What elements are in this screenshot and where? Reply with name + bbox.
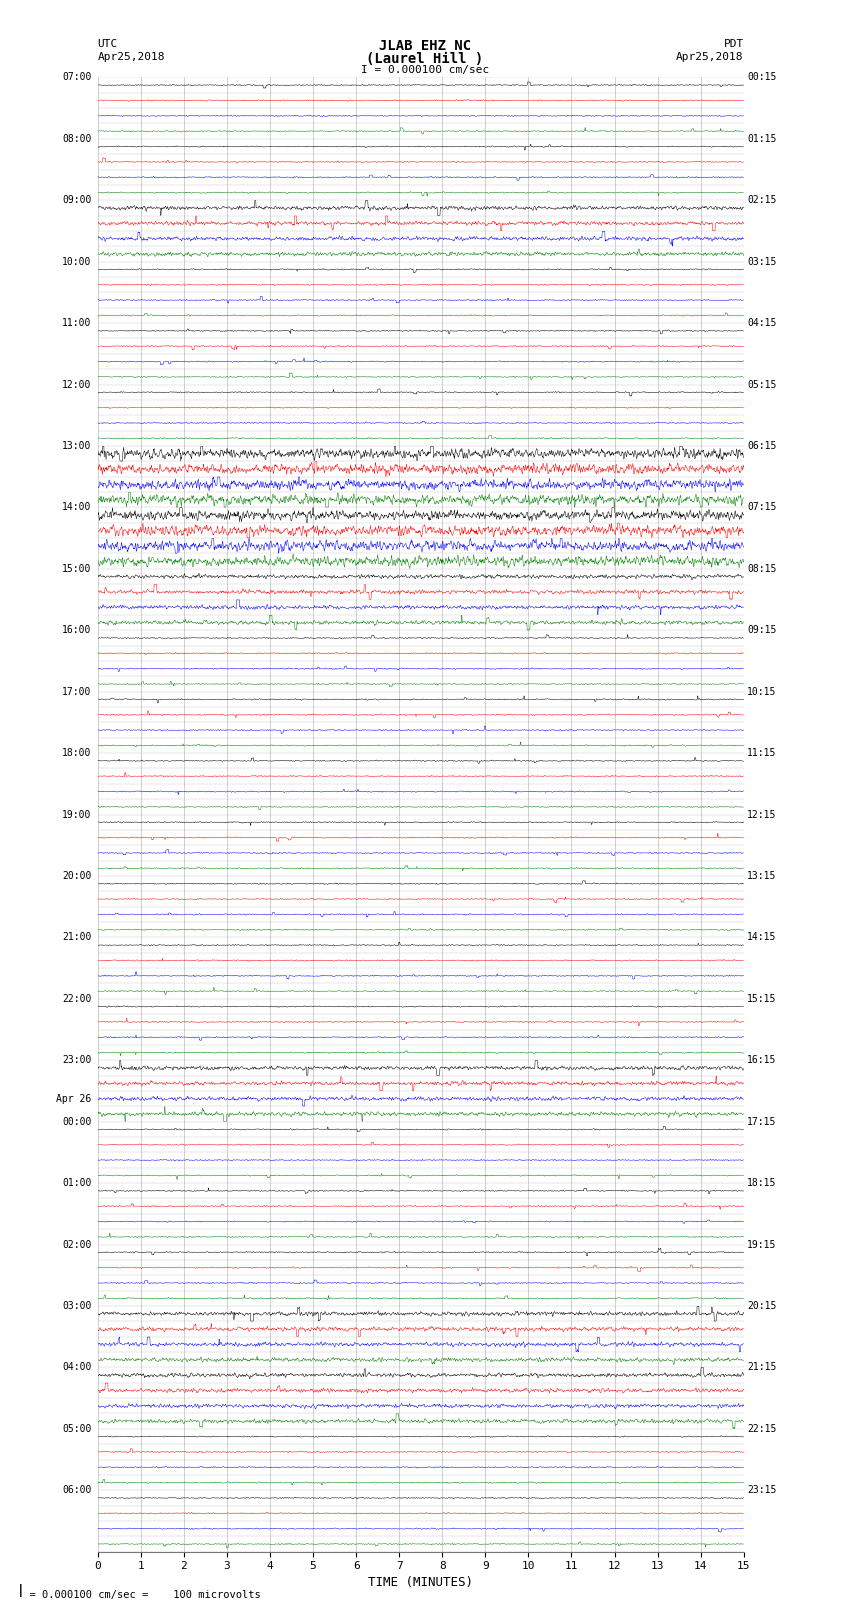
Text: 02:00: 02:00 xyxy=(62,1239,91,1250)
Text: 01:15: 01:15 xyxy=(747,134,776,144)
Text: 15:15: 15:15 xyxy=(747,994,776,1003)
Text: 21:15: 21:15 xyxy=(747,1363,776,1373)
Text: 08:15: 08:15 xyxy=(747,565,776,574)
Text: 09:15: 09:15 xyxy=(747,626,776,636)
Text: 13:15: 13:15 xyxy=(747,871,776,881)
Text: 03:00: 03:00 xyxy=(62,1302,91,1311)
Text: 17:00: 17:00 xyxy=(62,687,91,697)
Text: 22:00: 22:00 xyxy=(62,994,91,1003)
Text: 17:15: 17:15 xyxy=(747,1116,776,1127)
Text: 05:00: 05:00 xyxy=(62,1424,91,1434)
Text: |: | xyxy=(17,1584,25,1597)
Text: 07:00: 07:00 xyxy=(62,73,91,82)
Text: 12:15: 12:15 xyxy=(747,810,776,819)
Text: 16:00: 16:00 xyxy=(62,626,91,636)
Text: 07:15: 07:15 xyxy=(747,502,776,513)
Text: 18:00: 18:00 xyxy=(62,748,91,758)
X-axis label: TIME (MINUTES): TIME (MINUTES) xyxy=(368,1576,473,1589)
Text: 21:00: 21:00 xyxy=(62,932,91,942)
Text: 14:15: 14:15 xyxy=(747,932,776,942)
Text: 10:00: 10:00 xyxy=(62,256,91,266)
Text: 09:00: 09:00 xyxy=(62,195,91,205)
Text: 22:15: 22:15 xyxy=(747,1424,776,1434)
Text: 10:15: 10:15 xyxy=(747,687,776,697)
Text: I = 0.000100 cm/sec: I = 0.000100 cm/sec xyxy=(361,65,489,74)
Text: (Laurel Hill ): (Laurel Hill ) xyxy=(366,52,484,66)
Text: 04:15: 04:15 xyxy=(747,318,776,327)
Text: 18:15: 18:15 xyxy=(747,1177,776,1189)
Text: 04:00: 04:00 xyxy=(62,1363,91,1373)
Text: PDT: PDT xyxy=(723,39,744,48)
Text: 03:15: 03:15 xyxy=(747,256,776,266)
Text: 11:15: 11:15 xyxy=(747,748,776,758)
Text: 00:15: 00:15 xyxy=(747,73,776,82)
Text: 19:15: 19:15 xyxy=(747,1239,776,1250)
Text: Apr 26: Apr 26 xyxy=(56,1094,91,1103)
Text: 13:00: 13:00 xyxy=(62,440,91,452)
Text: 12:00: 12:00 xyxy=(62,379,91,390)
Text: 01:00: 01:00 xyxy=(62,1177,91,1189)
Text: 19:00: 19:00 xyxy=(62,810,91,819)
Text: 20:15: 20:15 xyxy=(747,1302,776,1311)
Text: = 0.000100 cm/sec =    100 microvolts: = 0.000100 cm/sec = 100 microvolts xyxy=(17,1590,261,1600)
Text: 16:15: 16:15 xyxy=(747,1055,776,1065)
Text: 11:00: 11:00 xyxy=(62,318,91,327)
Text: UTC: UTC xyxy=(98,39,118,48)
Text: 06:00: 06:00 xyxy=(62,1486,91,1495)
Text: JLAB EHZ NC: JLAB EHZ NC xyxy=(379,39,471,53)
Text: 06:15: 06:15 xyxy=(747,440,776,452)
Text: 14:00: 14:00 xyxy=(62,502,91,513)
Text: 00:00: 00:00 xyxy=(62,1116,91,1127)
Text: Apr25,2018: Apr25,2018 xyxy=(98,52,165,61)
Text: 02:15: 02:15 xyxy=(747,195,776,205)
Text: 08:00: 08:00 xyxy=(62,134,91,144)
Text: Apr25,2018: Apr25,2018 xyxy=(677,52,744,61)
Text: 23:00: 23:00 xyxy=(62,1055,91,1065)
Text: 23:15: 23:15 xyxy=(747,1486,776,1495)
Text: 20:00: 20:00 xyxy=(62,871,91,881)
Text: 05:15: 05:15 xyxy=(747,379,776,390)
Text: 15:00: 15:00 xyxy=(62,565,91,574)
